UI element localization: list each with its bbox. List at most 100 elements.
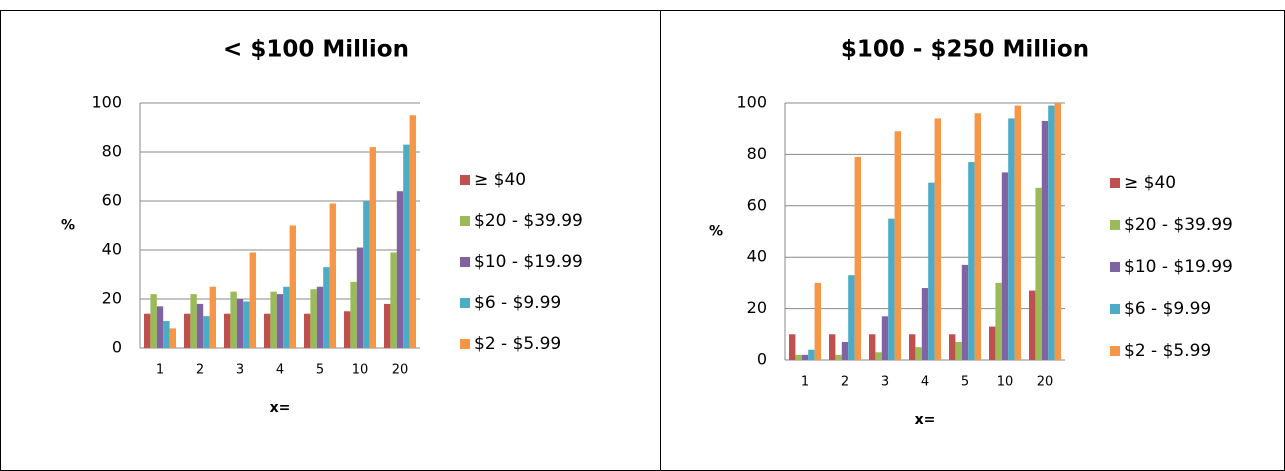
y-tick-label: 60 [747,195,767,214]
bar [1008,118,1015,360]
y-tick-label: 100 [91,93,122,112]
bar [243,301,250,348]
bar [409,115,416,348]
legend-label: $2 - $5.99 [474,334,561,354]
y-tick-label: 40 [747,247,767,266]
bar [329,203,336,348]
x-tick-label: 1 [801,375,809,390]
bar [156,306,164,348]
legend-label: $20 - $39.99 [1124,215,1233,235]
bar [1041,120,1049,361]
bar [363,201,370,348]
bar [955,342,962,360]
bar [835,354,842,360]
bar [1048,105,1055,360]
y-tick-label: 100 [736,93,767,112]
bar [1035,187,1042,360]
bar [968,162,975,360]
bar [224,313,231,348]
bar [236,299,244,348]
bar [829,334,836,360]
bar [1054,103,1061,360]
legend-swatch [1110,262,1120,272]
bar [209,286,216,348]
bar [974,113,981,360]
bar [801,354,809,360]
x-axis-label: x= [270,400,291,416]
y-tick-label: 20 [102,289,122,308]
y-tick-label: 20 [747,298,767,317]
bar [403,144,410,348]
legend-swatch [460,339,470,349]
legend-swatch [460,175,470,185]
legend-label: $6 - $9.99 [474,293,561,313]
x-tick-label: 4 [276,363,284,378]
y-axis-label: % [61,218,75,234]
bar [230,291,237,348]
bar [921,288,929,360]
bar [808,349,815,360]
bar [344,311,351,348]
x-tick-label: 5 [316,363,324,378]
bar [814,282,821,360]
legend-label: $6 - $9.99 [1124,299,1211,319]
x-tick-label: 20 [392,363,409,378]
bar [915,347,922,360]
bar [249,252,256,348]
bar [989,326,996,360]
bar [995,282,1002,360]
x-tick-label: 20 [1037,375,1054,390]
bar [1029,290,1036,360]
bar [961,264,969,360]
legend-swatch [1110,346,1120,356]
bar [316,286,324,348]
y-tick-label: 80 [747,144,767,163]
bar [304,313,311,348]
bar [795,354,802,360]
bar [369,147,376,348]
bar [1001,172,1009,360]
bar [888,218,895,360]
legend-swatch [460,298,470,308]
bar [384,303,391,348]
bar [894,131,901,360]
bar [323,267,330,348]
y-tick-label: 0 [112,338,122,357]
bar [934,118,941,360]
x-axis-label: x= [915,412,936,428]
legend-label: $10 - $19.99 [474,252,583,272]
bar [196,303,204,348]
legend-label: $2 - $5.99 [1124,341,1211,361]
y-axis-label: % [709,224,723,240]
bar [396,191,404,348]
bar [949,334,956,360]
bar [854,156,861,360]
legend-swatch [460,257,470,267]
bar [350,281,357,348]
bar [276,294,284,348]
x-tick-label: 4 [921,375,929,390]
x-tick-label: 1 [156,363,164,378]
bar [848,275,855,360]
bar [390,252,397,348]
bar [203,316,210,348]
bar [283,286,290,348]
bar [881,316,889,360]
legend-swatch [1110,178,1120,188]
x-tick-label: 10 [352,363,369,378]
x-tick-label: 10 [997,375,1014,390]
y-tick-label: 40 [102,240,122,259]
bar [264,313,271,348]
legend-swatch [1110,220,1120,230]
legend-swatch [460,216,470,226]
x-tick-label: 3 [881,375,889,390]
bar [841,342,849,360]
bar [289,225,296,348]
bar [875,352,882,360]
chart-title: $100 - $250 Million [841,37,1089,63]
bar [869,334,876,360]
y-tick-label: 80 [102,142,122,161]
legend-label: ≥ $40 [474,170,526,190]
legend-label: $20 - $39.99 [474,211,583,231]
